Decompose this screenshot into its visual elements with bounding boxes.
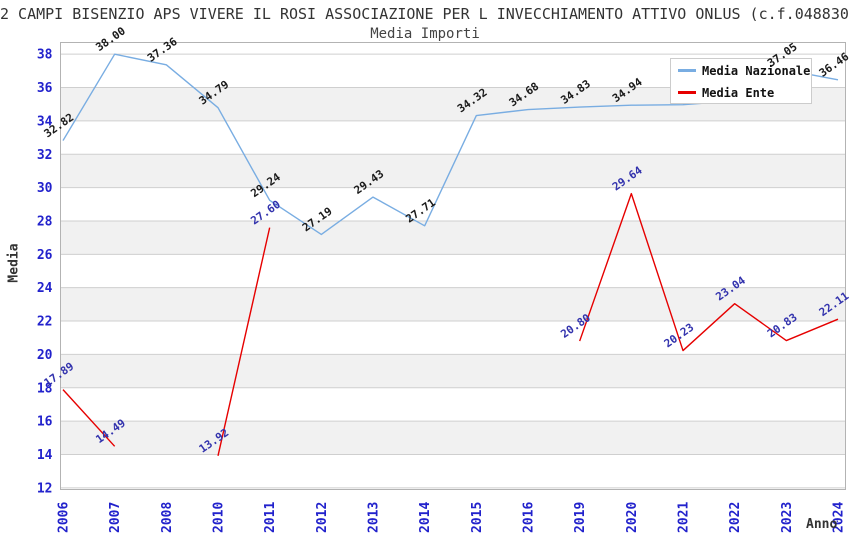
y-tick-label: 22 bbox=[37, 315, 53, 330]
x-tick-label: 2010 bbox=[212, 502, 227, 533]
data-label: 38.00 bbox=[93, 24, 128, 54]
y-axis-title: Media bbox=[6, 243, 22, 283]
y-tick-label: 26 bbox=[37, 248, 53, 263]
x-tick-label: 2024 bbox=[832, 502, 847, 533]
chart-suptitle: 2 CAMPI BISENZIO APS VIVERE IL ROSI ASSO… bbox=[0, 5, 850, 23]
legend-label: Media Ente bbox=[702, 86, 774, 100]
x-tick-label: 2019 bbox=[573, 502, 588, 533]
y-tick-label: 20 bbox=[37, 348, 53, 363]
x-tick-label: 2008 bbox=[160, 502, 175, 533]
y-tick-label: 28 bbox=[37, 214, 53, 229]
band bbox=[60, 287, 846, 322]
x-tick-label: 2006 bbox=[57, 502, 72, 533]
chart-title: Media Importi bbox=[370, 26, 480, 42]
x-tick-label: 2007 bbox=[108, 502, 123, 533]
y-tick-label: 12 bbox=[37, 481, 53, 496]
y-tick-label: 18 bbox=[37, 381, 53, 396]
y-tick-label: 32 bbox=[37, 148, 53, 163]
x-tick-label: 2014 bbox=[418, 502, 433, 533]
y-tick-label: 36 bbox=[37, 81, 53, 96]
x-tick-label: 2023 bbox=[780, 502, 795, 533]
legend: Media Nazionale Media Ente bbox=[670, 58, 812, 104]
y-tick-label: 38 bbox=[37, 48, 53, 63]
x-tick-label: 2013 bbox=[367, 502, 382, 533]
series-line-media-ente bbox=[62, 389, 116, 447]
x-tick-label: 2020 bbox=[625, 502, 640, 533]
plot-border bbox=[60, 42, 846, 490]
data-label: 20.23 bbox=[662, 321, 697, 351]
x-tick-label: 2015 bbox=[470, 502, 485, 533]
data-label: 37.36 bbox=[145, 35, 180, 65]
y-tick-label: 14 bbox=[37, 448, 53, 463]
x-tick-label: 2011 bbox=[263, 502, 278, 533]
series-line-media-ente bbox=[579, 192, 839, 352]
y-tick-label: 24 bbox=[37, 281, 53, 296]
y-tick-label: 34 bbox=[37, 114, 53, 129]
x-tick-label: 2016 bbox=[522, 502, 537, 533]
band bbox=[60, 421, 846, 455]
band bbox=[60, 154, 846, 188]
x-tick-label: 2012 bbox=[315, 502, 330, 533]
band bbox=[60, 354, 846, 388]
x-tick-label: 2021 bbox=[677, 502, 692, 533]
legend-label: Media Nazionale bbox=[702, 64, 810, 78]
series-line-media-ente bbox=[217, 227, 271, 456]
y-tick-label: 30 bbox=[37, 181, 53, 196]
x-axis-title: Anno bbox=[806, 517, 838, 532]
band bbox=[60, 220, 846, 255]
legend-box bbox=[670, 58, 812, 104]
y-tick-label: 16 bbox=[37, 415, 53, 430]
x-tick-label: 2022 bbox=[728, 502, 743, 533]
